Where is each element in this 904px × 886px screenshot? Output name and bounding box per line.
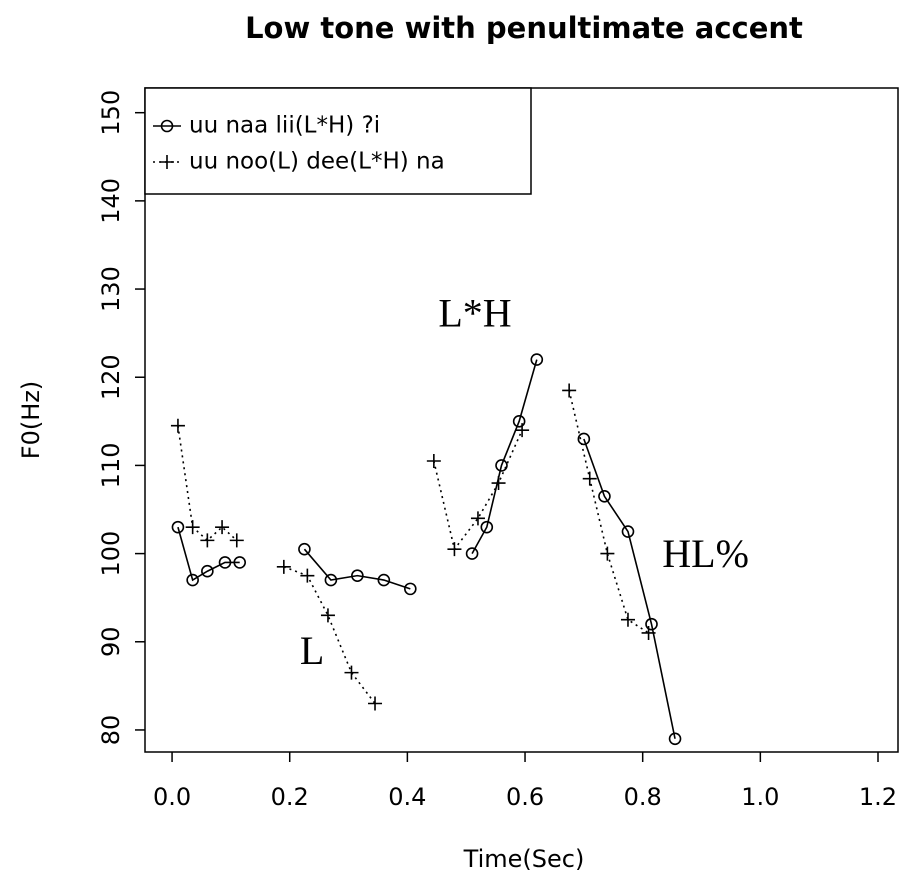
annotation: L bbox=[300, 628, 324, 673]
point bbox=[185, 520, 200, 535]
y-axis-label: F0(Hz) bbox=[17, 381, 45, 459]
point bbox=[512, 415, 526, 428]
y-tick-label: 130 bbox=[97, 266, 125, 312]
point bbox=[577, 432, 591, 446]
point bbox=[620, 612, 635, 627]
legend-label: uu noo(L) dee(L*H) na bbox=[189, 149, 445, 175]
point bbox=[229, 533, 244, 548]
x-tick-label: 1.0 bbox=[741, 783, 779, 811]
point bbox=[171, 520, 185, 534]
point bbox=[344, 665, 359, 680]
point bbox=[598, 489, 611, 503]
point bbox=[668, 732, 682, 746]
point bbox=[621, 525, 635, 538]
point bbox=[645, 617, 658, 631]
point bbox=[276, 559, 291, 574]
point bbox=[470, 511, 485, 526]
chart-title: Low tone with penultimate accent bbox=[245, 11, 803, 45]
y-tick-label: 140 bbox=[97, 178, 125, 224]
point bbox=[530, 353, 544, 366]
point bbox=[233, 556, 247, 569]
y-tick-label: 80 bbox=[97, 715, 125, 746]
point bbox=[600, 546, 615, 561]
point bbox=[186, 573, 199, 587]
x-tick-label: 0.6 bbox=[506, 783, 544, 811]
point bbox=[641, 625, 656, 640]
point bbox=[447, 542, 462, 557]
point bbox=[465, 547, 479, 560]
point bbox=[300, 568, 315, 583]
point bbox=[200, 533, 215, 548]
y-tick-label: 100 bbox=[97, 531, 125, 577]
legend-box bbox=[144, 87, 532, 195]
point bbox=[368, 696, 383, 711]
point bbox=[324, 573, 338, 587]
point bbox=[404, 582, 417, 596]
point bbox=[201, 564, 214, 578]
point bbox=[426, 454, 441, 469]
point bbox=[351, 569, 364, 582]
point bbox=[582, 471, 597, 486]
point bbox=[170, 418, 185, 433]
y-tick-label: 150 bbox=[97, 90, 125, 136]
y-tick-label: 110 bbox=[97, 443, 125, 489]
x-tick-label: 0.4 bbox=[388, 783, 426, 811]
point bbox=[377, 573, 391, 587]
point bbox=[495, 459, 508, 472]
series-line bbox=[177, 359, 676, 739]
legend-marker bbox=[160, 119, 174, 133]
point bbox=[562, 383, 577, 398]
point bbox=[515, 423, 530, 438]
point bbox=[298, 542, 311, 556]
x-tick-label: 0.0 bbox=[153, 783, 191, 811]
x-tick-label: 1.2 bbox=[859, 783, 897, 811]
x-tick-label: 0.2 bbox=[271, 783, 309, 811]
point bbox=[215, 520, 230, 535]
x-axis-label: Time(Sec) bbox=[463, 845, 585, 873]
x-tick-label: 0.8 bbox=[624, 783, 662, 811]
annotation: L*H bbox=[438, 290, 511, 335]
y-tick-label: 120 bbox=[97, 354, 125, 400]
point bbox=[491, 476, 506, 491]
legend-marker bbox=[160, 155, 174, 169]
point bbox=[480, 520, 494, 534]
legend-label: uu naa lii(L*H) ?i bbox=[189, 113, 380, 139]
point bbox=[218, 556, 232, 569]
annotation: HL% bbox=[662, 531, 749, 576]
point bbox=[320, 608, 335, 623]
y-tick-label: 90 bbox=[97, 627, 125, 658]
